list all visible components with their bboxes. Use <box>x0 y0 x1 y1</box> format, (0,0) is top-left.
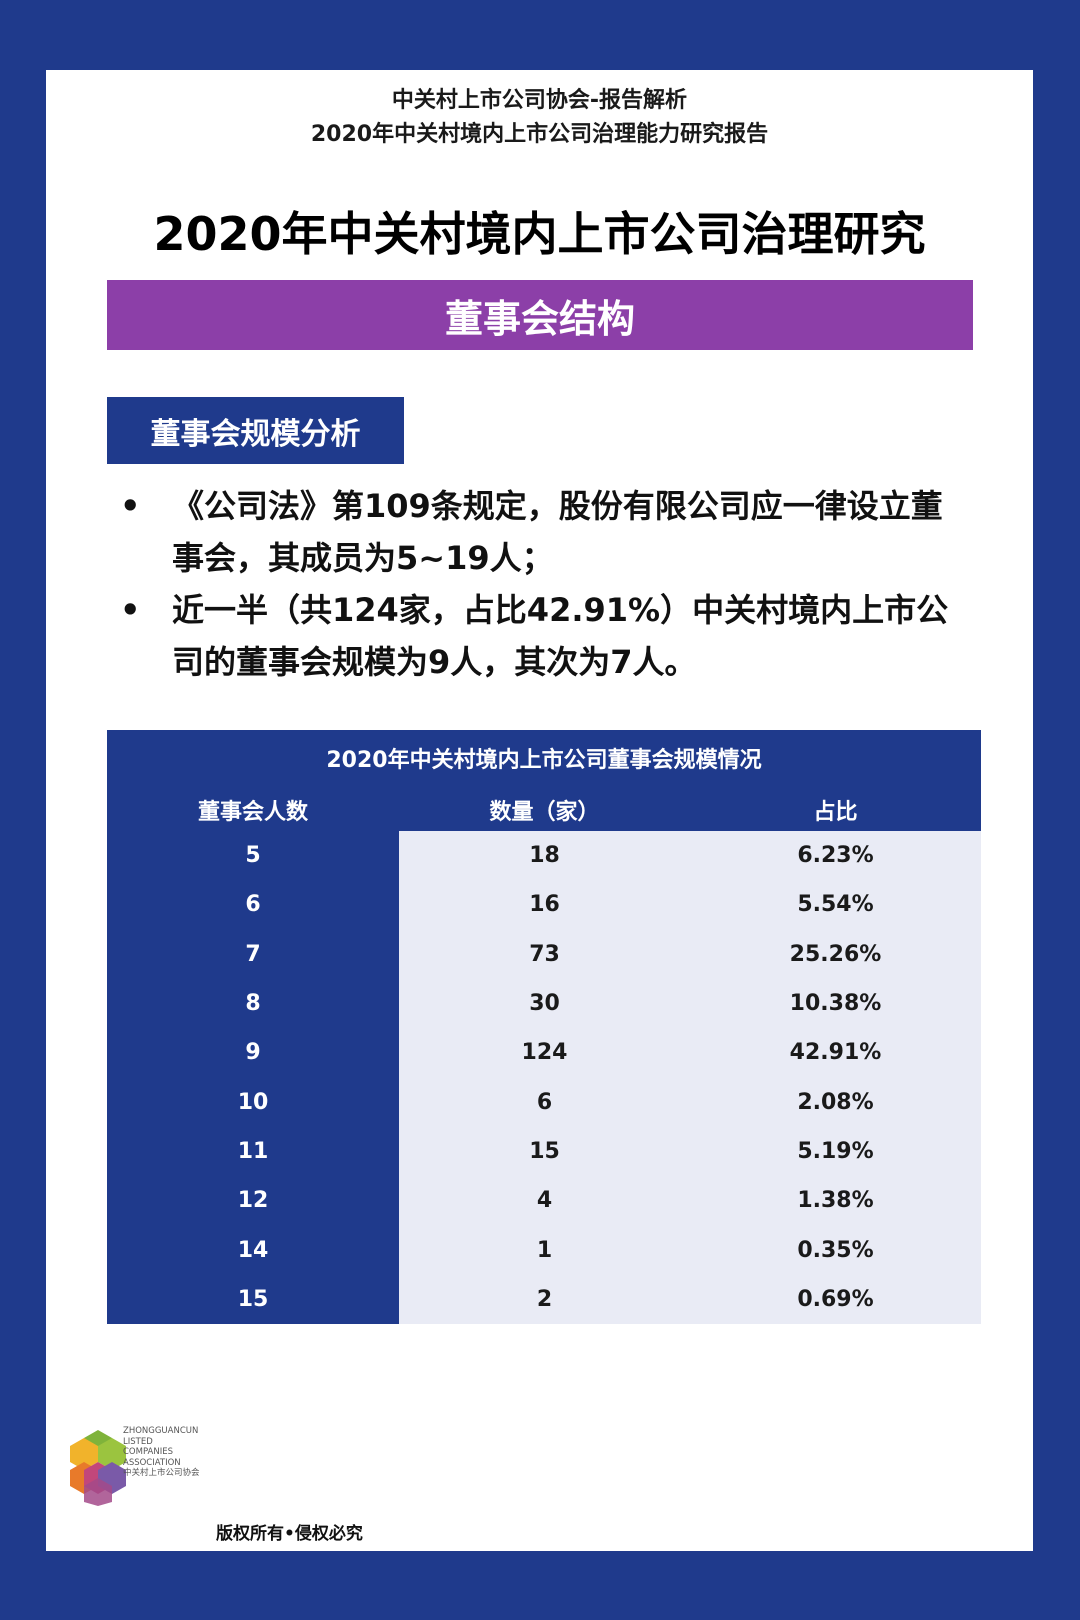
table-row: 11 15 5.19% <box>107 1126 981 1177</box>
data-table: 董事会人数 数量（家） 占比 5 18 6.23% 6 16 5.54% 7 73 25.26%… <box>107 788 981 1324</box>
cell-board-size: 10 <box>107 1077 399 1127</box>
table-row: 9 124 42.91% <box>107 1028 981 1078</box>
cell-board-size: 14 <box>107 1225 399 1275</box>
table-row: 15 2 0.69% <box>107 1274 981 1324</box>
cell-count: 4 <box>399 1176 690 1226</box>
cell-share: 6.23% <box>690 831 981 881</box>
cell-board-size: 8 <box>107 978 399 1029</box>
logo-text-line: COMPANIES <box>123 1447 173 1457</box>
header-line-1: 中关村上市公司协会-报告解析 <box>391 88 688 113</box>
bullet-list: • 《公司法》第109条规定，股份有限公司应一律设立董事会，其成员为5~19人；… <box>112 480 972 688</box>
cell-share: 5.19% <box>690 1126 981 1177</box>
cell-board-size: 5 <box>107 831 399 881</box>
header-line-2: 2020年中关村境内上市公司治理能力研究报告 <box>310 122 769 147</box>
cell-count: 15 <box>399 1126 690 1177</box>
cell-count: 73 <box>399 929 690 979</box>
bullet-item: • 近一半（共124家，占比42.91%）中关村境内上市公司的董事会规模为9人，… <box>112 584 972 688</box>
logo-text: ZHONGGUANCUN LISTED COMPANIES ASSOCIATIO… <box>123 1426 200 1479</box>
cell-count: 18 <box>399 831 690 881</box>
bullet-item: • 《公司法》第109条规定，股份有限公司应一律设立董事会，其成员为5~19人； <box>112 480 972 584</box>
board-size-table: 2020年中关村境内上市公司董事会规模情况 董事会人数 数量（家） 占比 5 18… <box>107 730 981 1324</box>
cell-count: 1 <box>399 1225 690 1275</box>
logo-text-line: LISTED <box>123 1436 153 1447</box>
logo-text-line: 中关村上市公司协会 <box>123 1468 200 1478</box>
table-caption: 2020年中关村境内上市公司董事会规模情况 <box>107 730 981 788</box>
cell-board-size: 9 <box>107 1028 399 1078</box>
table-row: 10 6 2.08% <box>107 1077 981 1127</box>
table-row: 8 30 10.38% <box>107 978 981 1029</box>
cell-share: 0.69% <box>690 1274 981 1324</box>
copyright-notice: 版权所有•侵权必究 <box>216 1524 363 1544</box>
bullet-marker: • <box>120 591 141 629</box>
table-row: 5 18 6.23% <box>107 831 981 881</box>
logo-text-line: ASSOCIATION <box>123 1457 181 1468</box>
section-banner: 董事会结构 <box>107 280 973 350</box>
cell-board-size: 15 <box>107 1274 399 1324</box>
table-row: 12 4 1.38% <box>107 1176 981 1226</box>
cell-count: 124 <box>399 1028 690 1078</box>
column-header-count: 数量（家） <box>399 788 690 831</box>
bullet-text: 近一半（共124家，占比42.91%）中关村境内上市公司的董事会规模为9人，其次… <box>172 591 949 681</box>
column-header-board-size: 董事会人数 <box>107 788 399 831</box>
cell-count: 30 <box>399 978 690 1029</box>
association-logo-icon <box>70 1430 126 1506</box>
page-title: 2020年中关村境内上市公司治理研究 <box>153 207 926 261</box>
cell-count: 16 <box>399 880 690 930</box>
cell-share: 42.91% <box>690 1028 981 1078</box>
cell-share: 0.35% <box>690 1225 981 1275</box>
bullet-marker: • <box>120 487 141 525</box>
cell-share: 1.38% <box>690 1176 981 1226</box>
table-row: 6 16 5.54% <box>107 880 981 930</box>
cell-board-size: 12 <box>107 1176 399 1226</box>
cell-share: 2.08% <box>690 1077 981 1127</box>
cell-board-size: 11 <box>107 1126 399 1177</box>
bullet-text: 《公司法》第109条规定，股份有限公司应一律设立董事会，其成员为5~19人； <box>172 487 943 577</box>
cell-board-size: 7 <box>107 929 399 979</box>
table-row: 14 1 0.35% <box>107 1225 981 1275</box>
cell-count: 2 <box>399 1274 690 1324</box>
table-header-row: 董事会人数 数量（家） 占比 <box>107 788 981 831</box>
cell-board-size: 6 <box>107 880 399 930</box>
table-row: 7 73 25.26% <box>107 929 981 979</box>
document-page: 中关村上市公司协会-报告解析 2020年中关村境内上市公司治理能力研究报告 20… <box>46 70 1033 1551</box>
column-header-share: 占比 <box>690 788 981 831</box>
cell-share: 10.38% <box>690 978 981 1029</box>
cell-share: 25.26% <box>690 929 981 979</box>
cell-count: 6 <box>399 1077 690 1127</box>
cell-share: 5.54% <box>690 880 981 930</box>
logo-text-line: ZHONGGUANCUN <box>123 1426 199 1436</box>
subsection-tag: 董事会规模分析 <box>107 397 404 464</box>
